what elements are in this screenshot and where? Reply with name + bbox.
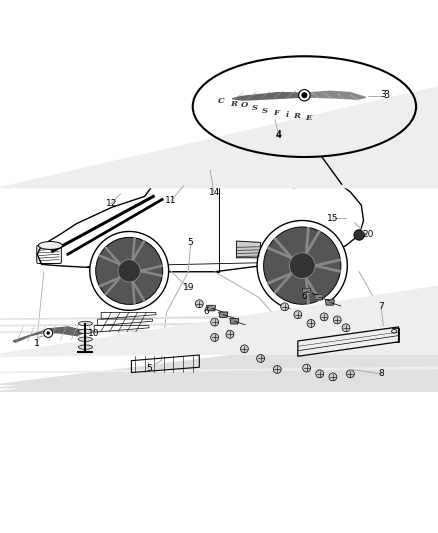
Ellipse shape [78, 321, 92, 326]
Polygon shape [230, 319, 239, 324]
Polygon shape [0, 286, 438, 354]
Text: 11: 11 [165, 196, 177, 205]
Circle shape [290, 253, 315, 279]
Ellipse shape [78, 329, 92, 334]
Text: 4: 4 [276, 131, 281, 140]
Text: S: S [262, 107, 268, 115]
Circle shape [302, 93, 307, 98]
Text: i: i [285, 110, 289, 118]
Circle shape [299, 90, 310, 101]
Circle shape [342, 324, 350, 332]
Polygon shape [237, 241, 261, 258]
Circle shape [303, 364, 311, 372]
Circle shape [316, 370, 324, 378]
Text: 6: 6 [301, 292, 307, 301]
Text: 14: 14 [209, 188, 220, 197]
Circle shape [211, 318, 219, 326]
Circle shape [226, 330, 234, 338]
Circle shape [257, 354, 265, 362]
Circle shape [346, 370, 354, 378]
Circle shape [354, 230, 364, 240]
Text: 7: 7 [378, 302, 384, 311]
Polygon shape [0, 333, 438, 388]
Circle shape [333, 316, 341, 324]
Ellipse shape [39, 241, 63, 249]
Polygon shape [232, 93, 304, 100]
Text: 15: 15 [327, 214, 339, 223]
Polygon shape [0, 312, 438, 319]
Polygon shape [13, 327, 83, 342]
Circle shape [90, 231, 169, 310]
Polygon shape [0, 329, 438, 384]
Circle shape [281, 303, 289, 311]
Circle shape [329, 373, 337, 381]
Text: 5: 5 [187, 238, 194, 247]
Text: S: S [252, 104, 258, 112]
Polygon shape [0, 327, 438, 356]
Circle shape [294, 311, 302, 319]
Circle shape [240, 345, 248, 353]
Polygon shape [314, 295, 323, 300]
Polygon shape [219, 312, 228, 317]
Text: 5: 5 [146, 364, 152, 373]
Text: 8: 8 [378, 369, 384, 378]
Text: 3: 3 [380, 90, 386, 99]
Circle shape [44, 329, 53, 337]
Text: O: O [241, 101, 248, 109]
Circle shape [320, 313, 328, 321]
Text: 4: 4 [275, 130, 281, 140]
Text: 10: 10 [88, 329, 100, 338]
Text: C: C [218, 97, 225, 105]
Circle shape [257, 221, 347, 311]
Polygon shape [304, 91, 366, 99]
Circle shape [211, 334, 219, 342]
Circle shape [46, 332, 50, 335]
Text: R: R [230, 100, 237, 108]
Polygon shape [302, 289, 311, 294]
Polygon shape [0, 355, 438, 373]
Text: 1: 1 [34, 338, 40, 348]
Circle shape [264, 227, 341, 304]
Text: E: E [305, 114, 311, 122]
Polygon shape [0, 336, 438, 391]
Polygon shape [289, 161, 333, 188]
Text: 3: 3 [383, 90, 389, 100]
Polygon shape [325, 300, 334, 305]
Polygon shape [0, 319, 438, 326]
Text: F: F [273, 109, 279, 117]
Circle shape [95, 237, 162, 304]
Polygon shape [0, 326, 438, 332]
Polygon shape [207, 305, 215, 311]
Text: R: R [293, 112, 300, 120]
Ellipse shape [78, 337, 92, 342]
Text: 6: 6 [203, 306, 209, 316]
Ellipse shape [78, 345, 92, 349]
Circle shape [195, 300, 203, 308]
Circle shape [307, 319, 315, 327]
Text: 20: 20 [362, 230, 374, 239]
Polygon shape [201, 158, 289, 181]
Circle shape [273, 366, 281, 374]
Polygon shape [158, 158, 201, 179]
Text: 19: 19 [183, 283, 194, 292]
Text: 12: 12 [106, 199, 117, 208]
Polygon shape [0, 87, 438, 188]
Circle shape [118, 260, 140, 282]
